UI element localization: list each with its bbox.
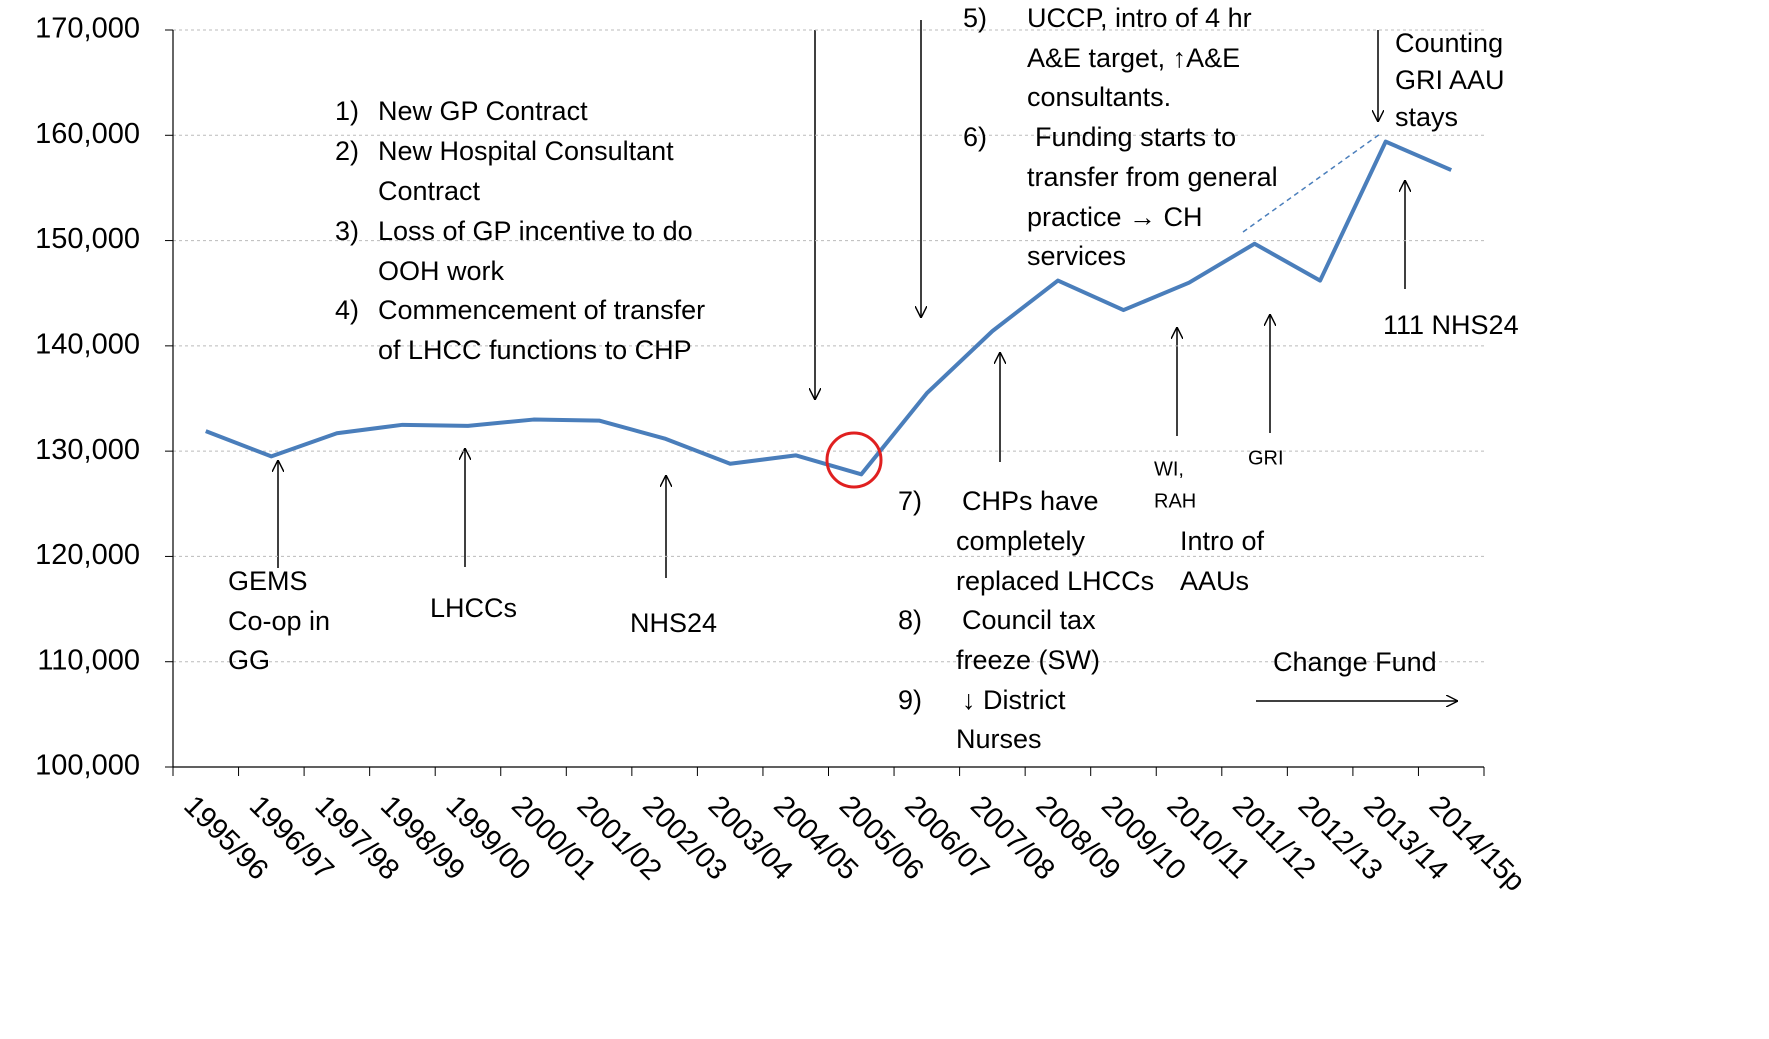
arrows [278, 20, 1458, 701]
annotation: 8) [898, 605, 922, 635]
annotation: NHS24 [630, 608, 717, 638]
annotation: WI, [1154, 458, 1184, 480]
y-tick-label: 130,000 [35, 434, 140, 466]
annotation: Commencement of transfer [378, 295, 705, 325]
annotation: ↓ District [962, 685, 1066, 715]
annotation: of LHCC functions to CHP [378, 335, 692, 365]
y-tick-label: 160,000 [35, 118, 140, 150]
annotation: Council tax [962, 605, 1096, 635]
annotation: stays [1395, 102, 1458, 132]
annotation: completely [956, 526, 1086, 556]
annotation: LHCCs [430, 593, 517, 623]
annotation: 2) [335, 136, 359, 166]
annotation: GRI [1248, 447, 1284, 469]
annotation: services [1027, 241, 1126, 271]
annotation: OOH work [378, 256, 505, 286]
annotation: GEMS [228, 566, 308, 596]
y-tick-label: 140,000 [35, 329, 140, 361]
annotation: 5) [963, 3, 987, 33]
annotation: consultants. [1027, 82, 1171, 112]
annotation: Loss of GP incentive to do [378, 216, 693, 246]
annotation: 1) [335, 96, 359, 126]
annotation: Intro of [1180, 526, 1265, 556]
annotation: 3) [335, 216, 359, 246]
annotation: CHPs have [962, 486, 1099, 516]
y-tick-label: 110,000 [37, 644, 140, 676]
annotation: 4) [335, 295, 359, 325]
highlight-circle [825, 431, 883, 489]
annotation: replaced LHCCs [956, 566, 1154, 596]
annotation: Funding starts to [1035, 122, 1236, 152]
annotation: New Hospital Consultant [378, 136, 674, 166]
annotation: 7) [898, 486, 922, 516]
annotation: 6) [963, 122, 987, 152]
annotation: 9) [898, 685, 922, 715]
annotation: Nurses [956, 724, 1042, 754]
x-tick-label: 2014/15p [1423, 790, 1531, 898]
annotation: 111 NHS24 [1383, 310, 1519, 340]
annotation: GG [228, 645, 270, 675]
annotation: RAH [1154, 490, 1196, 512]
y-tick-label: 100,000 [35, 750, 140, 782]
y-tick-label: 170,000 [35, 13, 140, 45]
annotation: A&E target, ↑A&E [1027, 43, 1240, 73]
annotation: Counting [1395, 28, 1503, 58]
dashed-line [1242, 133, 1381, 233]
annotation: freeze (SW) [956, 645, 1100, 675]
annotation: UCCP, intro of 4 hr [1027, 3, 1252, 33]
y-tick-label: 120,000 [35, 539, 140, 571]
annotation: New GP Contract [378, 96, 588, 126]
annotation: transfer from general [1027, 162, 1278, 192]
annotation: Change Fund [1273, 647, 1437, 677]
annotation: GRI AAU [1395, 65, 1505, 95]
annotation: Co-op in [228, 606, 330, 636]
annotation: Contract [378, 176, 481, 206]
y-tick-label: 150,000 [35, 223, 140, 255]
annotation: practice → CH [1027, 202, 1203, 232]
annotation: AAUs [1180, 566, 1249, 596]
